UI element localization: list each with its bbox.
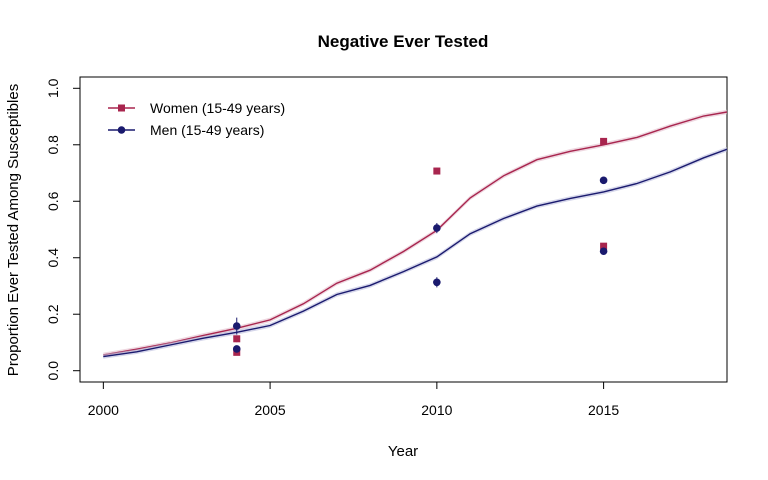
series-layer [103, 109, 727, 359]
men-point [232, 345, 241, 353]
women-point [600, 242, 608, 250]
y-tick-label: 0.0 [45, 361, 61, 381]
men-point [232, 322, 241, 330]
y-tick-label: 0.8 [45, 135, 61, 155]
chart-title: Negative Ever Tested [318, 32, 489, 51]
y-axis-label: Proportion Ever Tested Among Susceptible… [5, 84, 22, 376]
plot-frame [79, 76, 728, 383]
men-point [433, 224, 441, 232]
legend-men-label: Men (15-49 years) [150, 122, 264, 138]
legend-women-marker [118, 104, 125, 112]
y-tick-label: 0.4 [45, 248, 61, 268]
legend: Women (15-49 years) Men (15-49 years) [108, 100, 285, 138]
legend-women-label: Women (15-49 years) [150, 100, 285, 116]
men-point [599, 247, 608, 256]
x-tick-label: 2005 [255, 402, 286, 418]
y-tick-label: 0.2 [45, 304, 61, 324]
men-line [103, 148, 727, 358]
women-point [600, 137, 608, 145]
men-point [433, 278, 441, 287]
x-tick-label: 2000 [88, 402, 119, 418]
women-line [103, 111, 727, 356]
men-point [599, 176, 608, 185]
y-tick-label: 1.0 [45, 78, 61, 98]
women-point [233, 335, 241, 343]
legend-men-marker [117, 126, 126, 134]
women-point [433, 167, 441, 175]
women-band [103, 109, 727, 358]
x-tick-label: 2010 [421, 402, 452, 418]
plot-area: 2000 2005 2010 2015 0.0 0.2 0.4 0.6 0.8 1.0 [45, 76, 728, 418]
men-band [103, 147, 727, 359]
y-tick-label: 0.6 [45, 191, 61, 211]
x-tick-label: 2015 [588, 402, 619, 418]
x-axis-label: Year [388, 443, 418, 460]
